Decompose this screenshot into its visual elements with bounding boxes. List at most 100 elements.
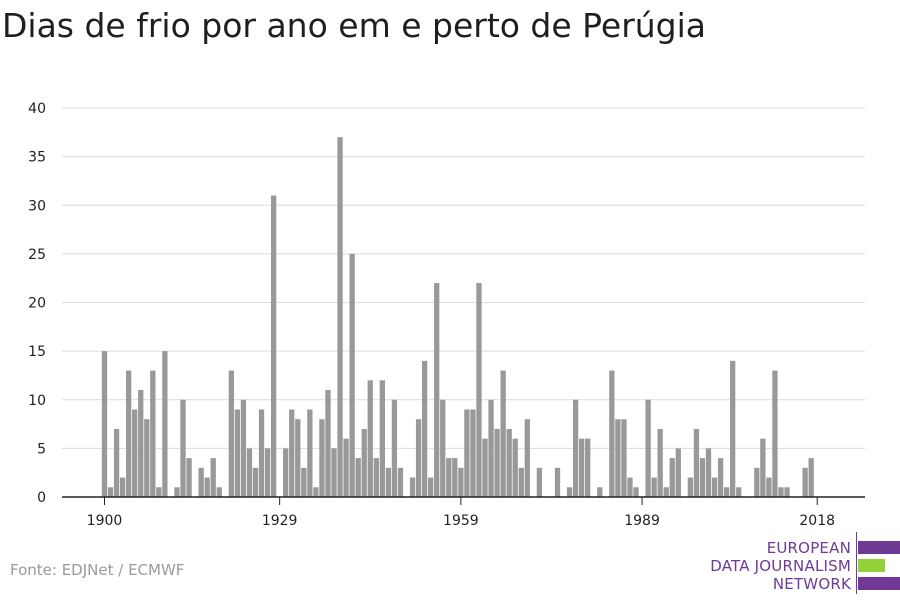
bar-1994 <box>669 458 675 497</box>
bar-1993 <box>663 487 669 497</box>
bar-1970 <box>524 419 530 497</box>
bar-1982 <box>597 487 603 497</box>
source-note: Fonte: EDJNet / ECMWF <box>10 561 185 579</box>
bar-1922 <box>234 409 241 497</box>
bar-1966 <box>500 370 506 497</box>
bar-1936 <box>319 419 325 497</box>
bar-1939 <box>337 137 343 498</box>
logo-line-3: NETWORK <box>772 575 851 593</box>
bar-1964 <box>488 399 494 497</box>
bar-1912 <box>174 487 180 497</box>
y-tick-label: 40 <box>28 101 46 117</box>
bar-1931 <box>289 409 295 497</box>
y-tick-label: 0 <box>37 490 46 506</box>
bar-1979 <box>579 438 585 497</box>
bar-1908 <box>150 370 156 497</box>
bar-1925 <box>252 467 259 497</box>
bar-1943 <box>361 428 367 497</box>
bar-1969 <box>518 467 524 497</box>
bar-1953 <box>421 360 428 497</box>
bar-2013 <box>784 487 790 497</box>
bar-1905 <box>132 409 138 497</box>
x-tick-label: 1989 <box>624 513 660 529</box>
bar-2005 <box>736 487 742 497</box>
bar-1924 <box>246 448 253 498</box>
bar-1902 <box>113 428 120 497</box>
logo-line-2: DATA JOURNALISM <box>710 557 851 575</box>
bar-1932 <box>295 419 301 497</box>
bar-1944 <box>367 380 373 497</box>
x-tick-label: 1929 <box>262 513 298 529</box>
bar-1923 <box>240 399 247 497</box>
bar-1951 <box>409 477 416 497</box>
edjnet-logo: EUROPEAN DATA JOURNALISM NETWORK <box>700 532 900 595</box>
bar-1987 <box>627 477 633 497</box>
bar-1913 <box>180 399 186 497</box>
bar-1952 <box>415 419 422 497</box>
bar-1926 <box>258 409 265 497</box>
y-tick-label: 15 <box>28 344 46 360</box>
gridlines <box>62 107 865 449</box>
bar-1901 <box>107 487 114 497</box>
y-tick-label: 30 <box>28 198 46 214</box>
bar-1940 <box>343 438 349 497</box>
bar-2012 <box>778 487 784 497</box>
bar-1914 <box>186 458 192 497</box>
bar-1957 <box>446 458 452 497</box>
y-tick-label: 20 <box>28 296 46 312</box>
bar-1980 <box>585 438 591 497</box>
bar-1967 <box>506 428 512 497</box>
x-tick-label: 2018 <box>799 513 835 529</box>
bars <box>101 137 814 498</box>
bar-1947 <box>385 467 392 497</box>
y-tick-label: 5 <box>37 441 46 457</box>
bar-1999 <box>699 458 706 497</box>
bar-1927 <box>264 448 271 498</box>
bar-1965 <box>494 428 500 497</box>
bar-2010 <box>766 477 772 497</box>
bar-2011 <box>772 370 778 497</box>
bar-1956 <box>440 399 446 497</box>
bar-2003 <box>723 487 730 497</box>
x-tick-label: 1959 <box>443 513 479 529</box>
bar-2002 <box>717 458 724 497</box>
bar-1946 <box>379 380 385 497</box>
bar-1984 <box>609 370 615 497</box>
bar-1903 <box>119 477 126 497</box>
bar-2001 <box>711 477 718 497</box>
bar-1906 <box>138 390 144 497</box>
bar-1990 <box>645 399 651 497</box>
bar-1935 <box>313 487 319 497</box>
y-tick-label: 10 <box>28 393 46 409</box>
bar-1934 <box>307 409 313 497</box>
bar-1930 <box>283 448 289 498</box>
bar-1900 <box>101 351 108 498</box>
bar-1904 <box>126 370 132 497</box>
bar-1937 <box>325 390 331 497</box>
bar-1986 <box>621 419 627 497</box>
bar-1949 <box>397 467 404 497</box>
bar-1942 <box>355 458 361 497</box>
bar-1975 <box>554 467 561 497</box>
bar-1933 <box>301 467 307 497</box>
bar-1972 <box>536 467 543 497</box>
bar-2000 <box>705 448 712 498</box>
bar-1919 <box>216 487 222 497</box>
bar-1985 <box>615 419 621 497</box>
bar-1978 <box>572 399 579 497</box>
logo-bar-green <box>858 559 885 572</box>
bar-1960 <box>464 409 470 497</box>
bar-1963 <box>482 438 488 497</box>
bar-2016 <box>802 467 808 497</box>
bar-1921 <box>228 370 234 497</box>
bar-1962 <box>476 283 482 497</box>
logo-line-1: EUROPEAN <box>766 539 851 557</box>
bar-1959 <box>458 467 464 497</box>
bar-1917 <box>204 477 210 497</box>
bar-1977 <box>566 487 573 497</box>
bar-1988 <box>633 487 639 497</box>
bar-1968 <box>512 438 518 497</box>
bar-1998 <box>693 428 700 497</box>
bar-1997 <box>687 477 694 497</box>
